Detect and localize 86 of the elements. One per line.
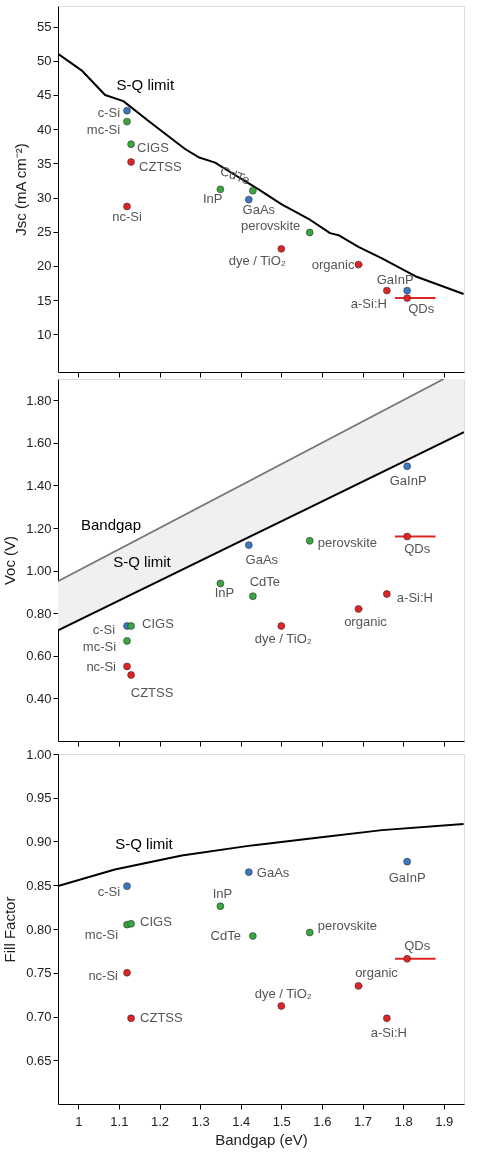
y-tick-label: 0.80 (26, 605, 52, 621)
y-tick-label: 25 (37, 224, 52, 240)
x-tick-label: 1.8 (394, 1113, 413, 1129)
y-tick-label: 10 (37, 326, 52, 342)
x-tick-label: 1.7 (353, 1113, 373, 1129)
annotation: mc-Si (84, 926, 119, 942)
series-label: S-Q limit (116, 76, 175, 94)
annotation: GaAs (242, 201, 276, 217)
annotation: QDs (408, 301, 435, 317)
y-tick-label: 50 (37, 53, 52, 69)
series-label: S-Q limit (113, 553, 172, 571)
annotation: dye / TiO₂ (254, 631, 312, 647)
y-tick-label: 1.40 (26, 477, 52, 493)
y-axis-title: Fill Factor (1, 896, 19, 963)
y-axis-title: Jsc (mA cm⁻²) (12, 143, 30, 236)
y-tick-label: 40 (37, 121, 52, 137)
annotation: c-Si (92, 622, 116, 638)
annotation: a-Si:H (370, 1025, 407, 1041)
x-tick-label: 1.6 (313, 1113, 332, 1129)
annotation: InP (214, 585, 235, 601)
annotation: CIGS (137, 140, 170, 156)
annotation: CIGS (142, 616, 175, 632)
y-tick-label: 0.75 (26, 965, 52, 981)
series-label: Bandgap (80, 516, 142, 534)
annotation: dye / TiO₂ (254, 986, 312, 1001)
annotation: QDs (404, 937, 431, 953)
y-tick-label: 35 (37, 155, 52, 171)
annotation: GaInP (388, 869, 426, 885)
annotation: nc-Si (88, 967, 119, 983)
annotation: nc-Si (86, 659, 117, 675)
annotation: InP (202, 191, 223, 207)
annotation: InP (212, 886, 233, 902)
y-tick-label: 0.65 (26, 1052, 52, 1068)
annotation: perovskite (241, 218, 301, 234)
annotation: CdTe (249, 574, 281, 590)
x-tick-label: 1.3 (191, 1113, 210, 1129)
y-tick-label: 0.80 (26, 921, 52, 937)
annotation: CZTSS (130, 684, 174, 700)
series-label: S-Q limit (115, 835, 174, 853)
annotation: organic (355, 964, 399, 980)
y-tick-label: 0.90 (26, 834, 52, 849)
x-tick-label: 1.4 (232, 1113, 251, 1129)
x-tick-label: 1.1 (110, 1113, 129, 1129)
annotation: CdTe (218, 162, 252, 188)
annotation: CZTSS (139, 158, 183, 174)
y-tick-label: 1.60 (26, 435, 52, 451)
annotation: a-Si:H (350, 295, 387, 311)
annotation: nc-Si (112, 209, 142, 225)
x-tick-label: 1.5 (272, 1113, 291, 1129)
annotation: mc-Si (86, 121, 121, 137)
annotation: CZTSS (140, 1010, 184, 1026)
annotation: dye / TiO₂ (228, 252, 286, 268)
annotation: a-Si:H (396, 590, 433, 606)
y-tick-label: 1.80 (26, 392, 52, 408)
annotation: perovskite (317, 534, 377, 550)
y-tick-label: 0.60 (26, 648, 52, 664)
annotation: organic (344, 613, 388, 629)
x-axis-title: Bandgap (eV) (215, 1130, 308, 1148)
y-tick-label: 45 (37, 87, 52, 103)
y-tick-label: 55 (37, 19, 52, 35)
x-tick-label: 1.9 (435, 1113, 454, 1129)
y-tick-label: 30 (37, 190, 52, 206)
y-tick-label: 1.20 (26, 520, 52, 536)
annotation: c-Si (97, 884, 121, 900)
annotation: perovskite (317, 917, 377, 933)
y-tick-label: 1.00 (26, 746, 52, 762)
annotation: GaAs (256, 865, 290, 881)
annotation: GaInP (376, 271, 414, 287)
annotation: c-Si (97, 104, 121, 120)
annotation: CIGS (140, 913, 173, 929)
y-axis-title: Voc (V) (1, 535, 19, 586)
y-tick-label: 0.70 (26, 1009, 52, 1024)
y-tick-label: 0.95 (26, 790, 52, 806)
annotation: GaAs (245, 552, 279, 568)
annotation: mc-Si (82, 638, 117, 654)
x-tick-label: 1 (75, 1113, 83, 1129)
y-tick-label: 20 (37, 258, 52, 274)
x-tick-label: 1.2 (150, 1113, 170, 1129)
y-tick-label: 0.40 (26, 690, 52, 706)
annotation: GaInP (389, 473, 427, 489)
annotation: organic (311, 256, 355, 272)
y-tick-label: 1.00 (26, 563, 52, 579)
y-tick-label: 0.85 (26, 877, 52, 893)
annotation: CdTe (210, 928, 241, 943)
y-tick-label: 15 (37, 292, 52, 308)
annotation: QDs (404, 540, 431, 556)
